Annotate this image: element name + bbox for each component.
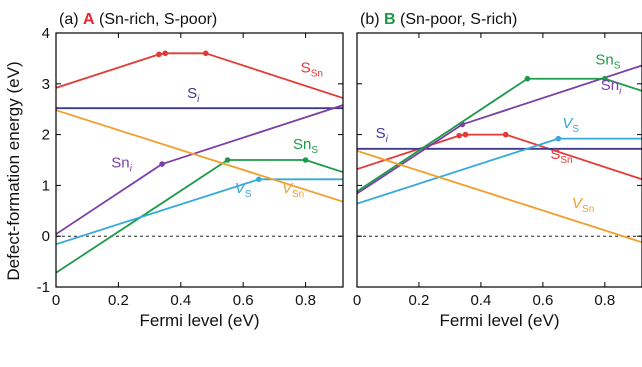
series-label-main: S [376, 125, 386, 142]
y-axis-title: Defect-formation energy (eV) [4, 61, 23, 280]
series-label-main: V [562, 115, 574, 132]
series-label-sub: S [245, 189, 252, 200]
series-label-sub: S [311, 145, 318, 156]
series-label-sub: Sn [582, 204, 594, 215]
panel-title: (a) A (Sn-rich, S-poor) [59, 11, 217, 28]
series-label-main: Sn [111, 155, 129, 172]
y-tick-label: 3 [42, 76, 50, 93]
transition-point-V_S [255, 176, 262, 183]
x-tick-label: 0.6 [233, 292, 254, 309]
series-label-main: Sn [293, 136, 311, 153]
series-label-sub: i [386, 134, 389, 145]
transition-point-Sn_S [524, 75, 531, 82]
series-label-main: S [550, 146, 560, 163]
panel-title-prefix: (b) [360, 11, 384, 28]
x-tick-label: 0.2 [409, 292, 430, 309]
series-line-Sn_i [357, 64, 642, 195]
series-label-main: V [572, 195, 584, 212]
series-label-main: Sn [595, 51, 613, 68]
series-label-sub: Sn [560, 155, 572, 166]
series-label-sub: Sn [311, 69, 323, 80]
series-label-sub: i [197, 94, 200, 105]
series-label-main: Sn [601, 77, 619, 94]
panel-title-condition: (Sn-rich, S-poor) [95, 11, 218, 28]
panel-title-prefix: (a) [59, 11, 83, 28]
series-label-S_Sn: SSn [550, 146, 572, 166]
series-line-Sn_S [56, 159, 343, 274]
series-label-sub: S [614, 60, 621, 71]
panel-title-letter: A [83, 11, 95, 28]
y-tick-label: 4 [42, 25, 50, 42]
series-label-V_S: VS [235, 180, 252, 200]
x-tick-label: 0 [353, 292, 361, 309]
series-label-Sn_i: Sni [601, 77, 622, 97]
series-line-V_Sn [56, 109, 343, 203]
series-label-Sn_S: SnS [595, 51, 620, 71]
x-axis-title: Fermi level (eV) [440, 311, 560, 330]
x-tick-label: 0.4 [470, 292, 491, 309]
plot-frame [356, 32, 642, 288]
x-tick-label: 0.6 [532, 292, 553, 309]
series-label-main: V [235, 180, 247, 197]
series-label-sub: i [619, 86, 622, 97]
chart-panel-b: 0 0.2 0.4 0.6 0.8 Fermi level (eV) (b) B (Sn-p… [353, 11, 642, 330]
x-axis-title: Fermi level (eV) [140, 311, 260, 330]
transition-point-S_Sn [462, 131, 469, 138]
plot-area [357, 64, 642, 244]
x-tick-label: 0.8 [594, 292, 615, 309]
panel-title-condition: (Sn-poor, S-rich) [396, 11, 518, 28]
transition-point-V_S [555, 135, 562, 142]
y-tick-label: 0 [42, 228, 50, 245]
series-label-sub: i [130, 164, 133, 175]
series-line-V_Sn [357, 150, 642, 244]
series-label-Sn_S: SnS [293, 136, 318, 156]
plot-frame [55, 32, 344, 288]
transition-point-S_Sn [162, 50, 168, 57]
transition-point-Sn_S [224, 157, 231, 163]
series-label-V_Sn: VSn [282, 180, 304, 200]
x-tick-label: 0.2 [108, 292, 129, 309]
transition-point-S_Sn [156, 51, 162, 58]
transition-point-Sn_i [159, 161, 165, 167]
series-line-Sn_S [357, 77, 642, 193]
transition-point-Sn_S [302, 157, 309, 163]
transition-point-S_Sn [456, 132, 463, 139]
series-label-main: S [187, 85, 197, 102]
x-tick-label: 0.8 [295, 292, 316, 309]
transition-point-Sn_S [602, 75, 608, 82]
panel-title: (b) B (Sn-poor, S-rich) [360, 11, 517, 28]
series-label-main: S [301, 60, 311, 77]
series-label-sub: S [572, 124, 579, 135]
series-label-V_S: VS [562, 115, 579, 135]
y-tick-label: 1 [42, 177, 50, 194]
transition-point-S_Sn [502, 131, 509, 138]
series-label-Sn_i: Sni [111, 155, 132, 175]
transition-point-S_Sn [202, 50, 209, 57]
y-tick-label: 2 [42, 127, 50, 144]
series-label-V_Sn: VSn [572, 195, 594, 215]
x-tick-label: 0 [52, 292, 60, 309]
x-tick-label: 0.4 [170, 292, 191, 309]
series-label-S_i: Si [376, 125, 389, 145]
series-label-S_i: Si [187, 85, 200, 105]
series-label-sub: Sn [292, 189, 304, 200]
series-label-main: V [282, 180, 294, 197]
series-label-S_Sn: SSn [301, 60, 323, 80]
plot-area [56, 50, 343, 274]
y-tick-label: -1 [37, 279, 50, 296]
panel-title-letter: B [384, 11, 396, 28]
